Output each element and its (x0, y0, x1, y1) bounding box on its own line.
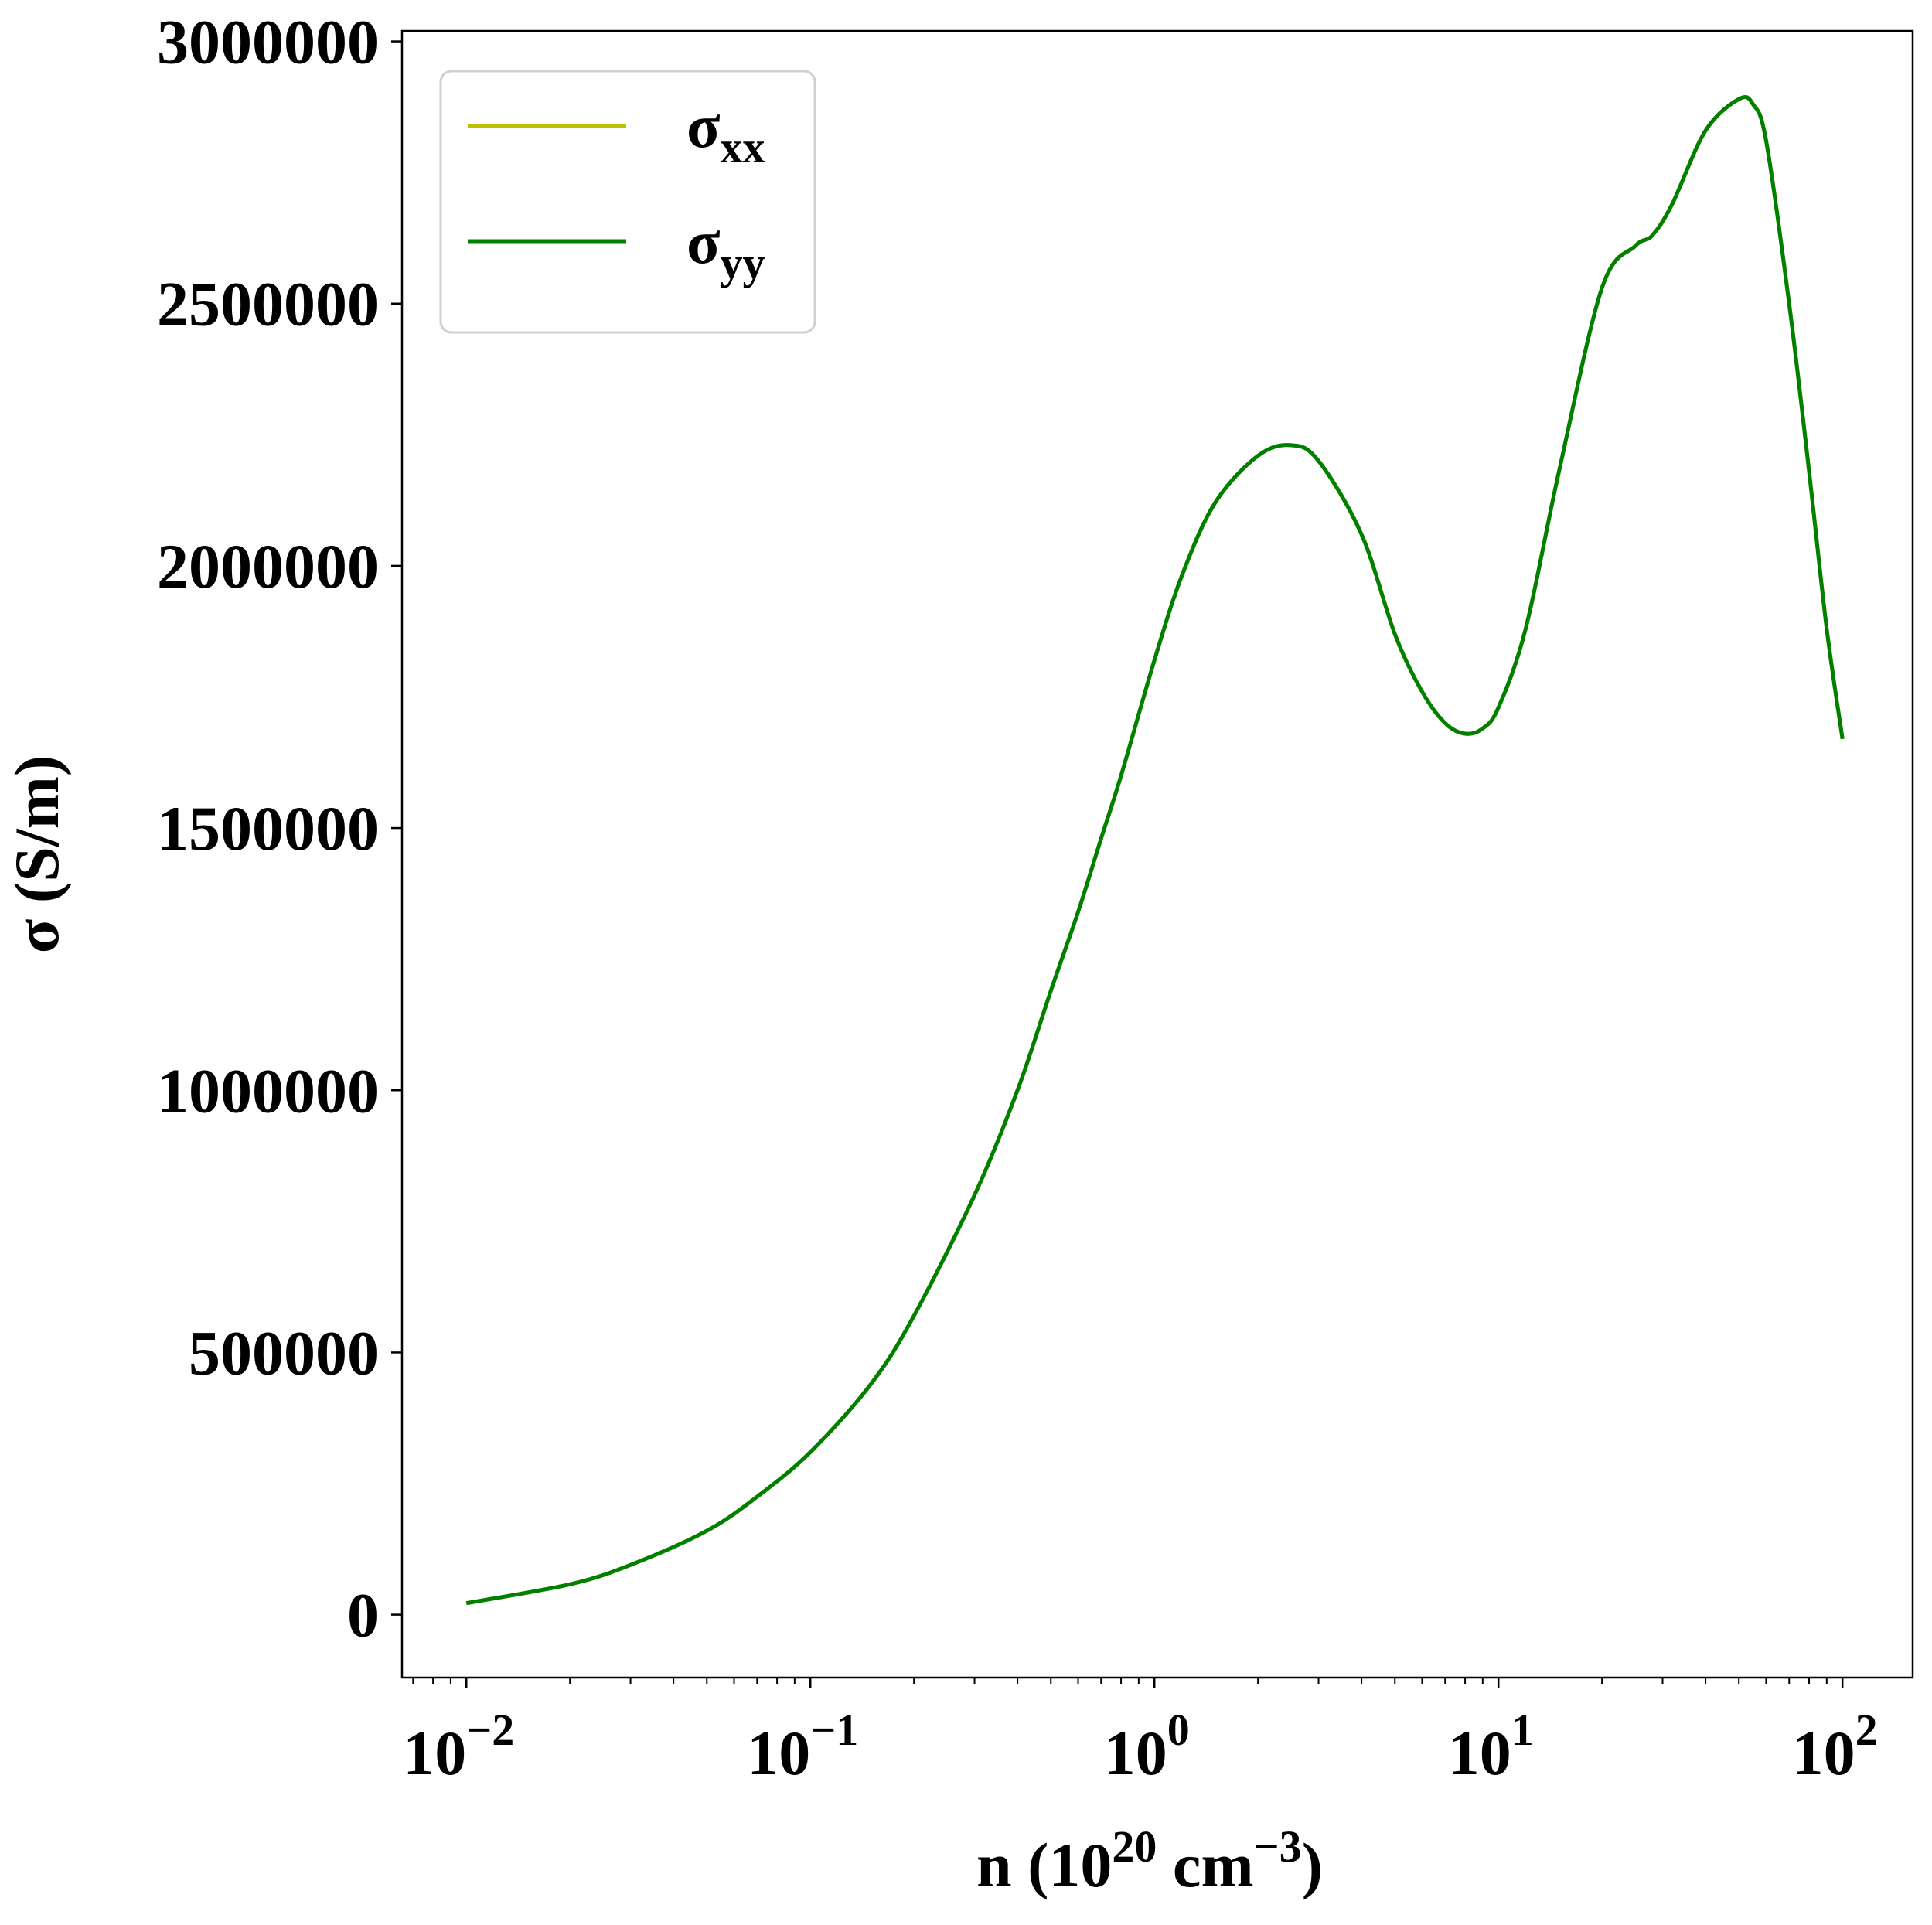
y-tick-label: 0 (347, 1580, 379, 1651)
x-minor-ticks (412, 1678, 1828, 1684)
legend-label-sigma-xx-base: σ (687, 93, 721, 161)
legend-label-sigma-yy-base: σ (687, 209, 721, 277)
legend-label-sigma-xx-sub: xx (721, 122, 765, 172)
x-axis-title: n (1020 cm−3) (976, 1821, 1323, 1900)
x-axis-title-sup1: 20 (1112, 1821, 1157, 1872)
x-tick-label-base: 10 (403, 1718, 466, 1788)
series-layer (465, 94, 1845, 1606)
y-tick-label: 1500000 (157, 793, 379, 864)
x-tick-label-exponent: 0 (1167, 1705, 1190, 1755)
y-ticks: 0 500000 1000000 1500000 2000000 2500000 30000… (157, 7, 402, 1651)
x-tick-label: 100 (1104, 1705, 1190, 1788)
legend-box (439, 70, 816, 334)
x-tick-label: 10−2 (403, 1705, 514, 1788)
x-tick-label-exponent: 1 (1511, 1705, 1534, 1755)
x-tick-label-base: 10 (1792, 1718, 1855, 1788)
x-tick-label-base: 10 (1104, 1718, 1167, 1788)
legend-label-sigma-yy-sub: yy (721, 238, 765, 288)
y-tick-label: 2000000 (157, 531, 379, 601)
x-tick-label: 10−1 (747, 1705, 858, 1788)
x-tick-label-base: 10 (747, 1718, 810, 1788)
x-tick-label-exponent: −1 (810, 1705, 858, 1755)
x-axis-title-sup2: −3 (1254, 1821, 1302, 1872)
x-axis-title-end: ) (1302, 1830, 1323, 1900)
x-axis-title-mid: cm (1157, 1830, 1253, 1900)
x-axis-title-base: n (10 (976, 1830, 1112, 1900)
x-tick-label-exponent: 2 (1855, 1705, 1878, 1755)
plot-frame (400, 29, 1914, 1679)
y-tick-label: 3000000 (157, 7, 379, 77)
x-tick-label: 102 (1792, 1705, 1878, 1788)
y-tick-label: 1000000 (157, 1055, 379, 1126)
legend-label-sigma-xx: σxx (687, 93, 765, 172)
x-tick-label: 101 (1448, 1705, 1534, 1788)
x-major-ticks: 10−2 10−1 100 101 102 (403, 1678, 1878, 1788)
legend-label-sigma-yy: σyy (687, 209, 765, 288)
legend: σxx σyy (439, 70, 816, 334)
y-tick-label: 500000 (189, 1317, 379, 1388)
y-axis-title: σ (S/m) (2, 755, 72, 953)
y-tick-label: 2500000 (157, 269, 379, 339)
x-tick-label-exponent: −2 (466, 1705, 514, 1755)
x-tick-label-base: 10 (1448, 1718, 1511, 1788)
series-line-yy (465, 94, 1845, 1606)
